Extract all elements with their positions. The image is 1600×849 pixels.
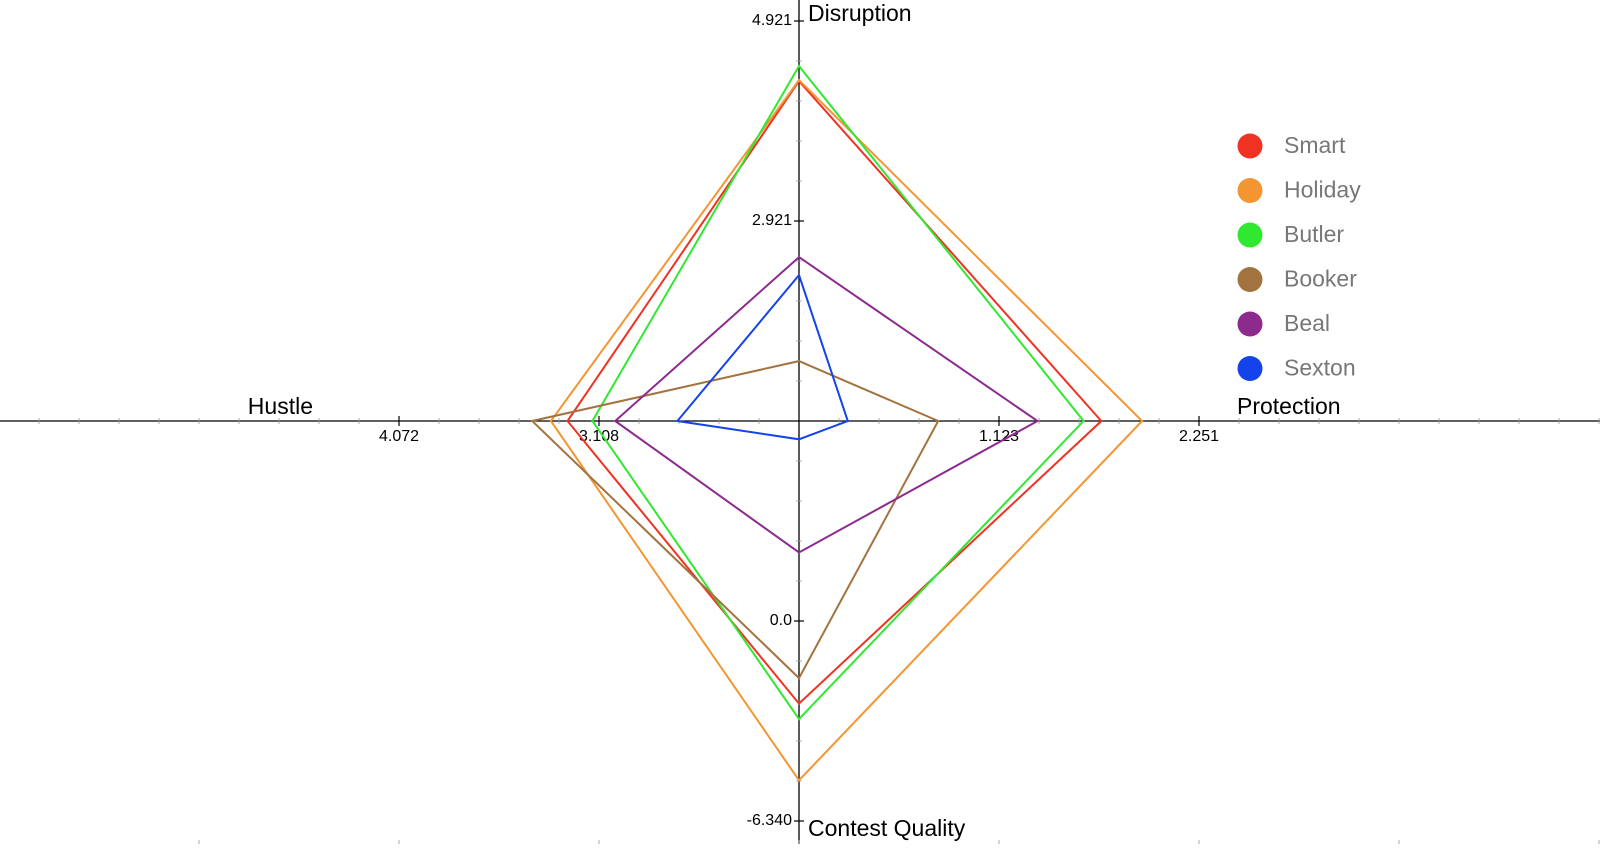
tick-label: 4.072: [379, 428, 419, 445]
series-polygon: [549, 78, 1144, 782]
series-polygon: [530, 360, 940, 680]
legend-swatch: [1237, 356, 1263, 381]
tick-label: 3.108: [579, 428, 619, 445]
axis-name: Hustle: [248, 393, 313, 419]
tick-label: 4.921: [752, 12, 792, 29]
axis-name: Protection: [1237, 393, 1341, 419]
tick-label: 2.921: [752, 212, 792, 229]
tick-label: -6.340: [747, 812, 792, 829]
tick-label: 1.123: [979, 428, 1019, 445]
series-polygon: [675, 273, 850, 441]
series-polygon: [566, 79, 1103, 706]
legend-swatch: [1237, 222, 1263, 248]
series-polygon: [591, 64, 1085, 721]
legend-swatch: [1237, 178, 1263, 203]
axis-name: Disruption: [808, 0, 912, 26]
legend-label: Beal: [1284, 310, 1330, 336]
legend-swatch: [1237, 311, 1263, 337]
legend-swatch: [1237, 133, 1263, 159]
legend-label: Sexton: [1284, 355, 1356, 381]
tick-label: 2.251: [1179, 428, 1219, 445]
legend-label: Holiday: [1284, 177, 1361, 203]
series-polygon: [613, 255, 1040, 554]
axis-name: Contest Quality: [808, 815, 966, 841]
tick-label: 0.0: [770, 612, 792, 629]
legend-label: Butler: [1284, 221, 1344, 247]
legend-label: Booker: [1284, 266, 1357, 292]
legend-label: Smart: [1284, 132, 1346, 158]
legend-swatch: [1237, 267, 1263, 292]
